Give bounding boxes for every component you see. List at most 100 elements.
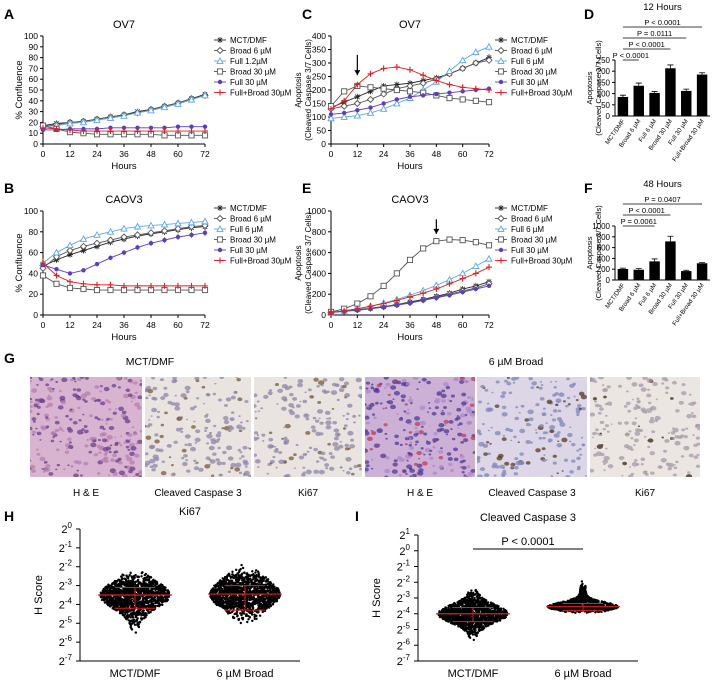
cell-nucleus [365, 381, 371, 385]
cell-nucleus [694, 423, 700, 429]
cell-nucleus [379, 382, 383, 386]
legend-entry: Broad 6 µM [495, 47, 553, 56]
data-point [355, 108, 360, 113]
swarm-point [251, 570, 254, 573]
cell-nucleus [204, 464, 211, 469]
swarm-point [160, 595, 164, 598]
cell-nucleus [256, 466, 260, 469]
bar [649, 92, 660, 116]
cell-nucleus [84, 444, 89, 448]
cell-nucleus [418, 468, 424, 473]
swarm-point [265, 595, 268, 598]
data-point [175, 124, 181, 129]
y-tick-label: 100 [597, 90, 611, 99]
bar-error [699, 72, 706, 75]
legend-marker [217, 205, 223, 211]
cell-nucleus [242, 445, 248, 450]
cell-nucleus [125, 388, 131, 392]
cell-nucleus [204, 414, 209, 418]
data-point [202, 128, 208, 135]
cell-nucleus [457, 424, 460, 426]
cell-nucleus [103, 386, 110, 392]
swarm-point [251, 606, 255, 609]
swarm-point [239, 606, 242, 609]
cell-nucleus [217, 438, 221, 441]
micrograph-caption: Ki67 [634, 488, 655, 499]
y-tick-label: 40 [29, 268, 39, 278]
data-point [39, 272, 47, 279]
cell-nucleus [50, 378, 54, 381]
cell-nucleus [189, 406, 195, 411]
legend-entry: Full 1.2µM [214, 57, 268, 66]
cell-nucleus [173, 440, 178, 444]
cell-nucleus [149, 458, 156, 464]
cell-nucleus [459, 413, 466, 418]
swarm-point [133, 623, 137, 627]
cell-nucleus [268, 437, 274, 442]
cell-nucleus [461, 466, 467, 470]
cell-nucleus [145, 424, 147, 428]
cell-nucleus [480, 384, 485, 389]
cell-nucleus [461, 405, 465, 408]
cell-nucleus [120, 413, 127, 418]
swarm-point [138, 601, 142, 605]
data-point [79, 242, 88, 250]
swarm-point [154, 583, 157, 586]
cell-nucleus [230, 462, 237, 468]
swarm-point [149, 608, 152, 611]
swarm-point [232, 599, 236, 602]
cell-nucleus [524, 418, 530, 422]
cell-nucleus [288, 456, 294, 461]
cell-nucleus [97, 417, 101, 421]
swarm-point [218, 602, 221, 606]
cell-nucleus [445, 386, 451, 390]
cell-nucleus [217, 398, 222, 402]
cell-nucleus [193, 466, 200, 471]
cell-nucleus [428, 453, 432, 456]
swarm-point [126, 576, 130, 580]
swarm-point [241, 612, 244, 615]
cell-nucleus [33, 403, 39, 408]
cell-nucleus [318, 456, 322, 459]
cell-nucleus [76, 429, 84, 435]
cell-nucleus [425, 441, 431, 445]
cell-nucleus [681, 428, 686, 432]
cell-nucleus [565, 475, 571, 477]
swarm-point [108, 595, 112, 598]
cell-nucleus [112, 471, 118, 477]
cell-nucleus [173, 379, 178, 383]
data-point [393, 81, 400, 88]
cell-nucleus [445, 433, 449, 436]
swarm-point [106, 602, 109, 606]
cell-nucleus [673, 464, 676, 466]
cell-nucleus [399, 443, 403, 446]
cell-nucleus [579, 453, 583, 456]
data-point [420, 298, 426, 303]
cell-nucleus [422, 452, 425, 455]
x-tick-label: 36 [405, 320, 415, 330]
swarm-point [254, 569, 258, 572]
cell-nucleus [678, 400, 684, 405]
cell-nucleus [470, 379, 473, 381]
swarm-point [136, 579, 139, 583]
cell-nucleus [447, 399, 450, 401]
cell-nucleus [412, 377, 419, 381]
cell-nucleus [227, 470, 232, 473]
swarm-point [113, 599, 116, 602]
data-point [79, 235, 88, 242]
cell-nucleus [557, 440, 560, 442]
cell-nucleus [510, 465, 515, 469]
cell-nucleus [384, 468, 391, 474]
cell-nucleus [602, 427, 607, 431]
cell-nucleus [606, 385, 611, 389]
cell-nucleus [438, 464, 444, 469]
cell-nucleus [295, 404, 301, 408]
cell-nucleus [465, 406, 472, 412]
cell-nucleus [433, 432, 438, 436]
data-point [406, 88, 414, 95]
x-tick-label: 24 [379, 320, 389, 330]
swarm-point [166, 598, 170, 602]
cell-nucleus [551, 418, 557, 422]
swarm-point [129, 579, 133, 583]
